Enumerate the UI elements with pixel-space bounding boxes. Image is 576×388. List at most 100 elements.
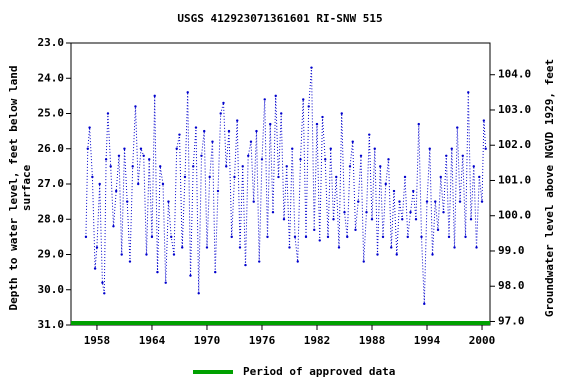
y-tick-label: 24.0 (38, 71, 65, 84)
data-point (249, 140, 253, 143)
data-point (423, 302, 426, 306)
data-point (482, 119, 486, 122)
y-tick-label: 23.0 (38, 36, 65, 49)
data-point (203, 129, 206, 133)
data-point (255, 129, 258, 133)
data-point (164, 281, 167, 284)
data-point (315, 122, 319, 126)
data-point (109, 165, 112, 168)
data-point (216, 189, 220, 193)
data-point (192, 165, 195, 168)
data-point (365, 211, 368, 214)
data-point (260, 158, 264, 161)
data-point (238, 246, 242, 249)
y-tick-label: 30.0 (38, 283, 65, 296)
data-point (103, 292, 106, 295)
data-point (219, 112, 222, 115)
data-point (156, 270, 159, 274)
data-point (123, 147, 126, 150)
data-point (263, 98, 266, 101)
data-point (392, 189, 396, 193)
data-point (425, 200, 429, 203)
y2-tick-label: 102.0 (498, 138, 531, 151)
data-point (117, 154, 121, 157)
data-point (227, 129, 231, 133)
data-point (269, 122, 272, 126)
data-point (247, 154, 250, 157)
data-point (244, 263, 247, 267)
data-point (181, 246, 184, 249)
data-point (131, 165, 134, 168)
data-point (288, 246, 291, 249)
y-tick-label: 26.0 (38, 142, 65, 155)
data-point (409, 211, 412, 214)
data-point (167, 200, 170, 203)
data-point (236, 119, 239, 122)
data-point (134, 105, 137, 108)
data-point (428, 147, 431, 150)
data-point (464, 235, 467, 239)
y2-tick-label: 104.0 (498, 68, 531, 81)
data-point (304, 235, 308, 239)
y2-tick-label: 97.0 (498, 314, 525, 327)
data-point (241, 165, 244, 168)
data-point (420, 235, 423, 239)
data-point (91, 175, 94, 179)
data-point (340, 112, 343, 115)
data-point (348, 165, 352, 168)
data-point (439, 175, 442, 179)
data-point (447, 235, 451, 239)
data-point (406, 235, 409, 239)
data-point (381, 235, 385, 239)
data-point (230, 235, 233, 239)
data-point (414, 218, 418, 221)
data-point (285, 165, 288, 168)
data-point (225, 165, 228, 168)
data-point (104, 158, 108, 161)
y-tick-label: 27.0 (38, 177, 65, 190)
data-point (310, 66, 313, 69)
data-point (120, 253, 123, 256)
data-point (106, 112, 110, 115)
data-point (172, 253, 176, 256)
data-point (189, 274, 192, 277)
data-point (208, 175, 211, 179)
data-point (126, 200, 129, 203)
data-point (370, 218, 374, 221)
y2-tick-label: 101.0 (498, 173, 531, 186)
data-point (145, 253, 148, 256)
y-tick-label: 31.0 (38, 318, 65, 331)
x-tick-label: 2000 (469, 334, 496, 347)
data-point (128, 260, 132, 263)
data-point (178, 133, 181, 136)
data-point (335, 175, 338, 179)
data-point (461, 154, 464, 157)
data-point (205, 246, 209, 249)
data-point (211, 140, 214, 143)
data-point (354, 228, 357, 232)
data-point (98, 182, 101, 186)
data-point (434, 200, 437, 203)
y2-tick-label: 98.0 (498, 279, 525, 292)
data-point (299, 158, 302, 161)
data-point (318, 239, 321, 242)
data-point (142, 154, 145, 157)
data-point (266, 235, 269, 239)
x-tick-label: 1976 (249, 334, 276, 347)
series-line (85, 67, 487, 304)
data-point (445, 154, 448, 157)
x-tick-label: 1958 (84, 334, 111, 347)
data-point (417, 122, 420, 126)
data-point (159, 165, 162, 168)
data-point (484, 147, 487, 150)
data-point (277, 175, 280, 179)
data-point (453, 246, 456, 249)
data-point (175, 147, 178, 150)
data-point (376, 253, 379, 256)
data-point (450, 147, 453, 150)
plot-frame (70, 42, 491, 326)
data-point (351, 140, 354, 143)
data-point (431, 253, 434, 256)
data-point (150, 235, 154, 239)
data-point (467, 91, 470, 94)
